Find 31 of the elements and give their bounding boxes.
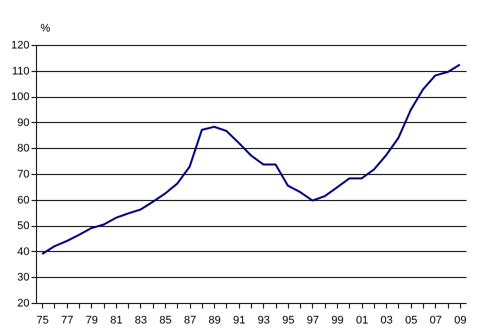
y-tick-label: 90	[17, 116, 30, 129]
x-tick-label: 97	[306, 314, 320, 326]
x-tick-label: 99	[331, 314, 344, 326]
y-tick-label: 110	[12, 65, 30, 78]
x-tick-label: 05	[405, 314, 418, 326]
x-tick-label: 87	[184, 314, 196, 326]
x-tick-label: 07	[430, 314, 442, 326]
x-tick-label: 81	[110, 314, 122, 326]
x-tick-label: 01	[356, 314, 368, 326]
y-tick-label: 30	[17, 272, 30, 284]
x-tick-label: 79	[86, 314, 98, 326]
x-tick-label: 95	[282, 314, 294, 326]
y-tick-label: 20	[17, 298, 30, 310]
x-tick-label: 03	[380, 314, 393, 326]
y-axis-title: %	[40, 22, 50, 34]
line-series	[41, 64, 461, 255]
y-tick-label: 50	[17, 220, 30, 232]
y-tick-label: 60	[17, 194, 30, 206]
x-tick-label: 83	[134, 314, 148, 326]
y-tick-label: 100	[11, 91, 30, 104]
x-tick-label: 77	[61, 314, 74, 326]
y-tick-label: 80	[17, 142, 30, 155]
x-tick-label: 89	[208, 314, 221, 326]
x-tick-label: 09	[454, 314, 466, 326]
x-tick-label: 75	[36, 314, 49, 326]
x-tick-label: 91	[233, 314, 246, 326]
y-tick-label: 120	[11, 40, 30, 52]
x-tick-label: 93	[258, 314, 270, 326]
y-tick-label: 40	[17, 246, 30, 258]
y-tick-label: 70	[17, 168, 30, 180]
x-tick-label: 85	[159, 314, 172, 326]
